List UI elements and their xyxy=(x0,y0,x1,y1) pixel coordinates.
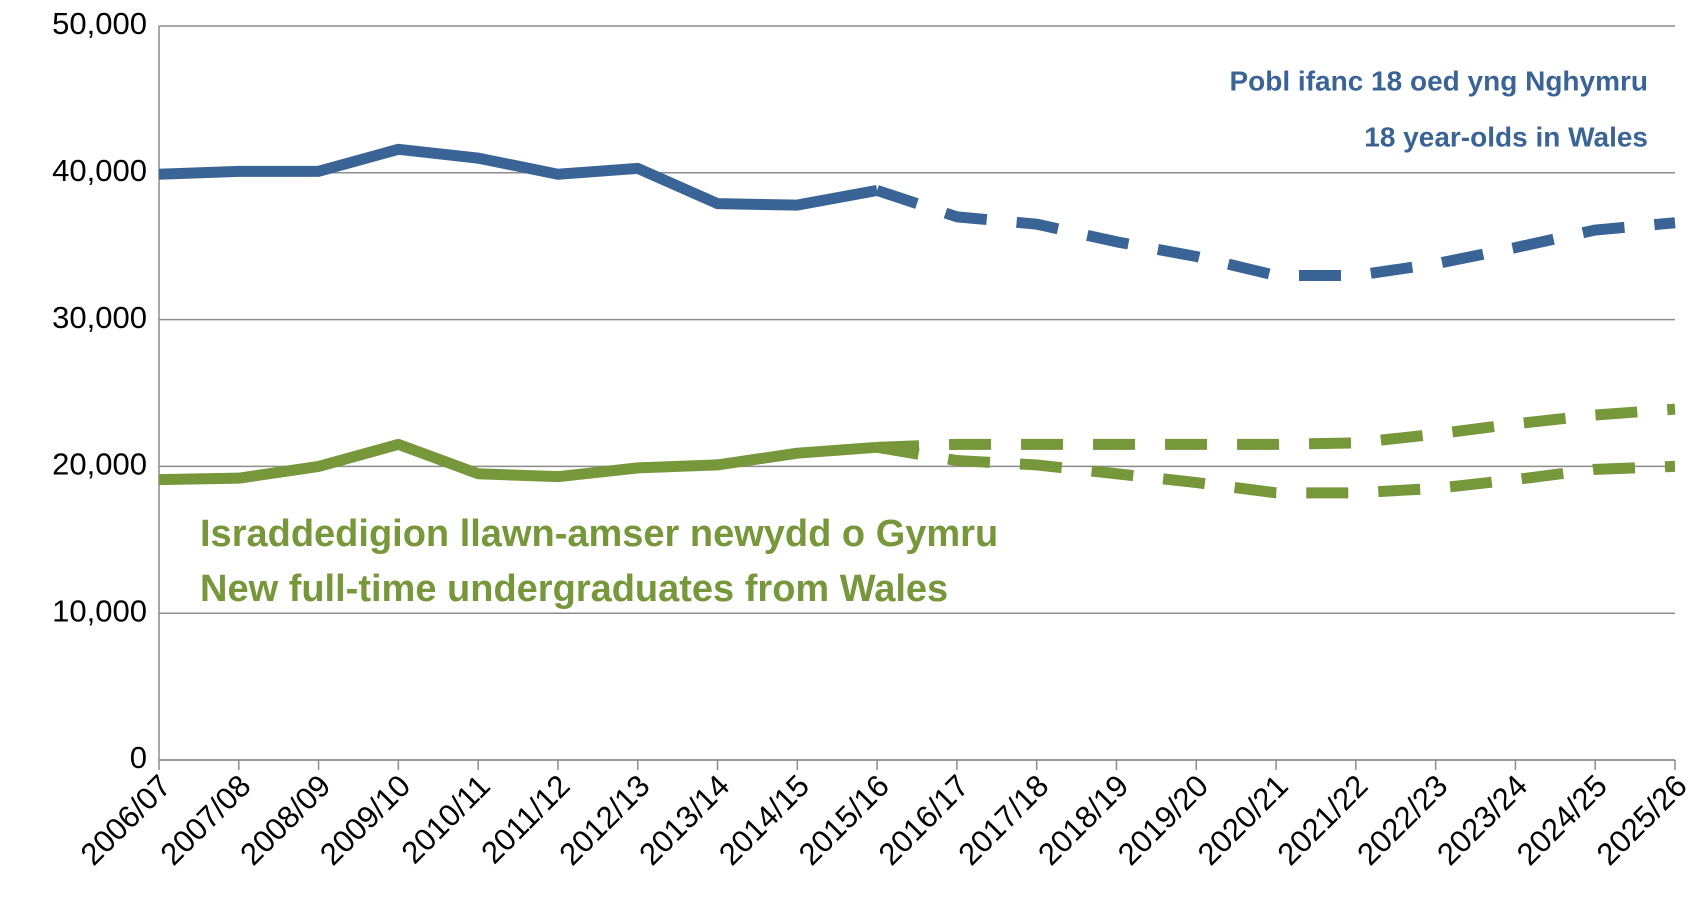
y-tick-label: 10,000 xyxy=(52,593,147,628)
series-line xyxy=(876,441,1676,499)
series-line xyxy=(876,403,1676,453)
annotation: Israddedigion llawn-amser newydd o Gymru xyxy=(200,513,998,555)
series-line xyxy=(158,143,879,211)
y-tick-label: 40,000 xyxy=(52,153,147,188)
x-tick-label: 2009/10 xyxy=(313,768,417,872)
y-tick-label: 20,000 xyxy=(52,447,147,482)
y-tick-label: 0 xyxy=(130,740,147,775)
annotation: Pobl ifanc 18 oed yng Nghymru xyxy=(1229,65,1648,96)
x-tick-label: 2010/11 xyxy=(395,768,497,870)
series-line xyxy=(875,185,1676,282)
y-tick-label: 30,000 xyxy=(52,300,147,335)
annotation: New full-time undergraduates from Wales xyxy=(200,568,948,610)
annotation: 18 year-olds in Wales xyxy=(1364,121,1648,152)
y-tick-label: 50,000 xyxy=(52,6,147,41)
series-line xyxy=(158,438,878,486)
